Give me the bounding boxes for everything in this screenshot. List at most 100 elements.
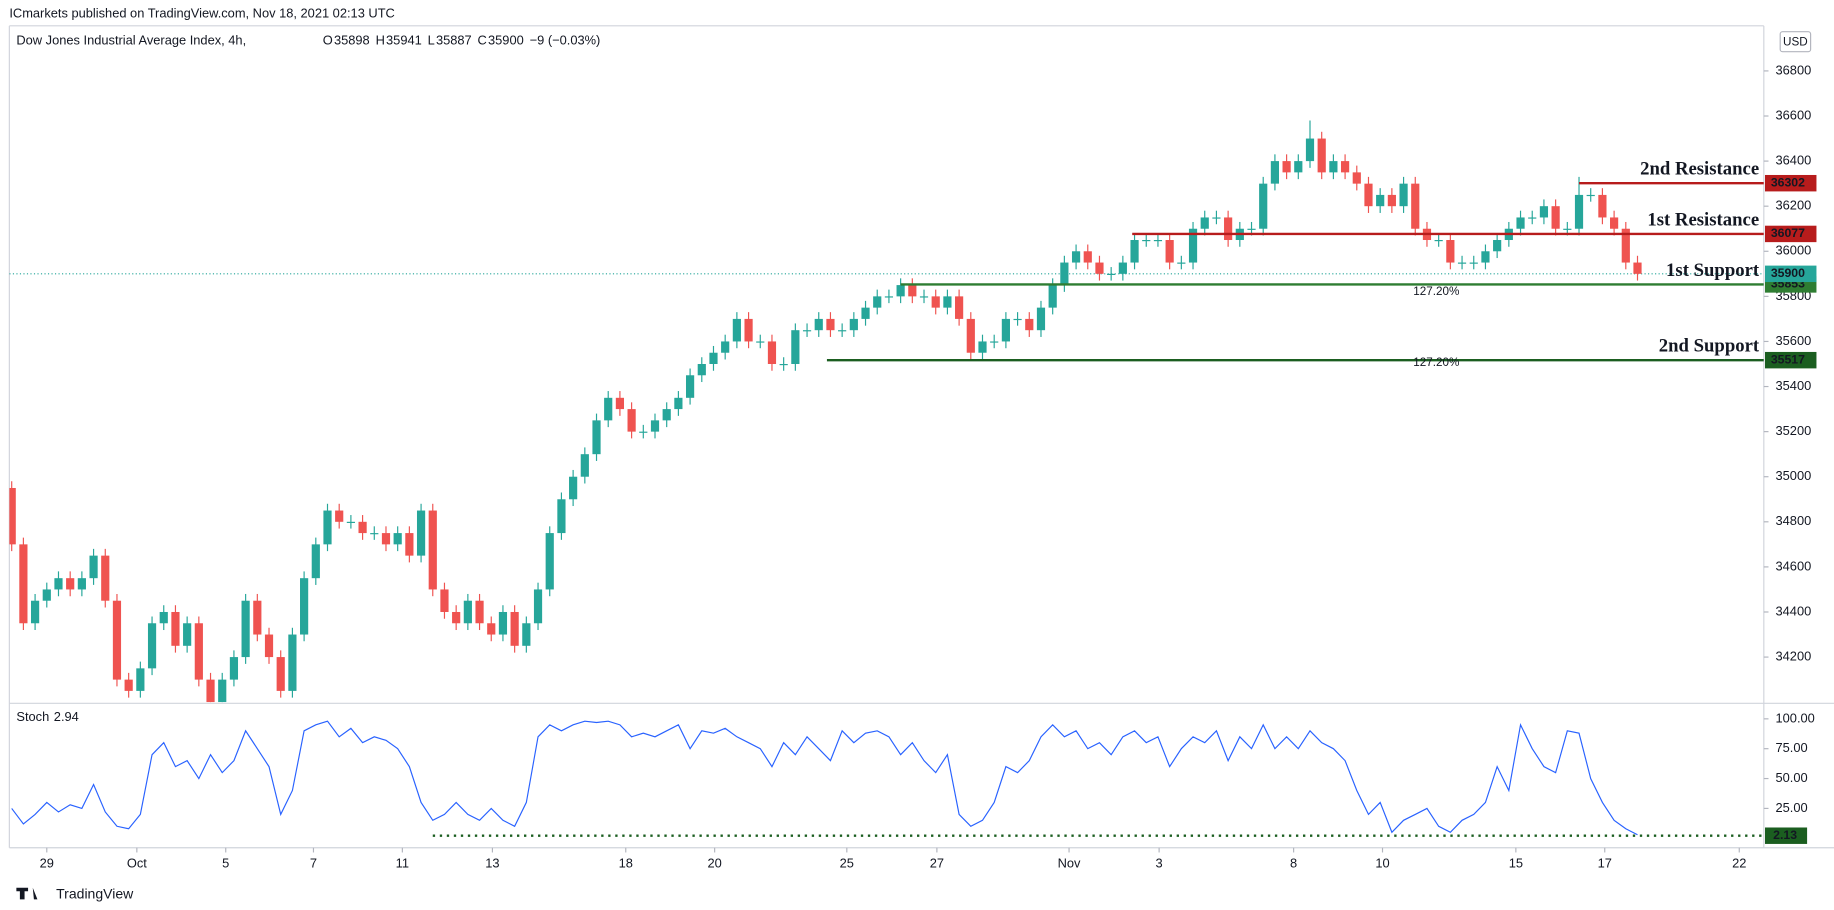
candle-body	[30, 600, 40, 624]
candle-body	[1036, 307, 1046, 331]
candle-body	[1633, 262, 1642, 274]
ohlc-value: 35941	[386, 32, 422, 47]
y-tick-label: 35600	[1776, 333, 1812, 348]
candle-body	[1551, 206, 1560, 229]
candle-body	[1071, 251, 1081, 263]
price-pane: 127.20% 127.20%	[9, 120, 1764, 703]
candle-body	[1247, 228, 1256, 230]
currency-box	[1779, 31, 1812, 53]
candle-body	[744, 318, 753, 342]
candle-body	[381, 533, 391, 545]
y-tick-label: 35200	[1776, 423, 1812, 438]
candle-body	[943, 296, 952, 308]
candle-body	[66, 578, 75, 590]
level-name: 1st Resistance	[1647, 209, 1759, 230]
candle-body	[697, 364, 706, 376]
x-tick-label: 22	[1732, 856, 1746, 871]
level-tag	[1764, 351, 1817, 369]
candle-body	[861, 307, 870, 319]
candle-body	[604, 397, 613, 421]
x-tick-label: 15	[1509, 856, 1523, 871]
candle-body	[1013, 318, 1022, 321]
candle-body	[1083, 251, 1092, 263]
candle-body	[229, 657, 239, 680]
candle-body	[1469, 262, 1478, 264]
stoch-value: 2.94	[54, 709, 79, 724]
candle-body	[533, 589, 543, 624]
x-tick-label: Oct	[127, 856, 147, 871]
level-tag-label: 35517	[1771, 352, 1805, 366]
candle-body	[908, 285, 917, 297]
candle-body	[1224, 217, 1233, 241]
y-tick-label: 34800	[1776, 513, 1812, 528]
x-tick-label: 7	[310, 856, 317, 871]
ohlc-letter: C	[478, 32, 487, 47]
candle-body	[405, 533, 414, 556]
y-tick-label: 35400	[1776, 378, 1812, 393]
candle-body	[791, 330, 800, 364]
candle-body	[1352, 172, 1361, 184]
candle-body	[580, 454, 589, 477]
stoch-tick-label: 75.00	[1776, 740, 1808, 755]
candle-body	[522, 623, 531, 646]
stoch-line	[11, 720, 1638, 836]
x-tick-label: 17	[1598, 856, 1612, 871]
candle-body	[452, 611, 461, 624]
x-tick-label: 29	[40, 856, 54, 871]
y-tick-label: 34400	[1776, 603, 1812, 618]
stoch-tick-label: 25.00	[1776, 800, 1808, 815]
candle-body	[650, 420, 660, 432]
candle-body	[300, 578, 309, 635]
candle-body	[1212, 217, 1221, 219]
candle-body	[183, 623, 192, 646]
candle-body	[685, 375, 695, 398]
candle-body	[1200, 217, 1209, 229]
y-tick-label: 36400	[1776, 152, 1812, 167]
candle-body	[1387, 194, 1396, 207]
candle-body	[662, 409, 671, 421]
ohlc-change: −9 (−0.03%)	[530, 32, 601, 47]
candle-body	[639, 431, 648, 433]
y-tick-label: 34600	[1776, 558, 1812, 573]
stoch-level-label: 2.13	[1773, 828, 1797, 842]
candle-body	[1539, 206, 1549, 218]
candle-body	[171, 611, 180, 646]
candle-body	[1177, 262, 1186, 264]
candle-body	[1270, 161, 1280, 184]
candle-body	[1153, 240, 1163, 242]
x-tick-label: 10	[1375, 856, 1389, 871]
candle-body	[1305, 138, 1315, 162]
candle-body	[1586, 194, 1595, 197]
x-tick-label: 25	[840, 856, 854, 871]
candle-body	[779, 364, 788, 366]
candle-body	[1118, 262, 1127, 274]
candle-body	[1446, 240, 1455, 263]
last-price-label: 35900	[1771, 266, 1805, 280]
candle-body	[264, 634, 274, 658]
candle-body	[241, 600, 250, 658]
candle-body	[802, 330, 812, 332]
candle-body	[826, 318, 835, 331]
candle-body	[838, 330, 847, 332]
candle-body	[1282, 161, 1291, 173]
ohlc-value: 35898	[334, 32, 370, 47]
x-tick-label: 27	[930, 856, 944, 871]
x-tick-label: Nov	[1058, 856, 1081, 871]
stoch-name: Stoch	[16, 709, 49, 724]
candle-body	[1411, 183, 1420, 229]
last-price-tag	[1764, 265, 1817, 283]
candle-body	[510, 611, 519, 646]
candle-body	[1329, 161, 1338, 173]
candle-body	[218, 679, 227, 703]
candle-body	[393, 533, 402, 545]
candle-body	[1621, 228, 1630, 263]
candle-body	[592, 420, 601, 455]
candle-body	[54, 578, 63, 590]
x-tick-label: 8	[1290, 856, 1297, 871]
candle-body	[1095, 262, 1104, 274]
level-tag	[1764, 174, 1817, 192]
overlay: O 35898 H 35941 L 35887 C 35900 −9 (−0.03%)34200…	[40, 32, 1817, 871]
candle-body	[42, 589, 51, 601]
fib-label: 127.20%	[1413, 356, 1459, 369]
x-tick-label: 18	[619, 856, 633, 871]
